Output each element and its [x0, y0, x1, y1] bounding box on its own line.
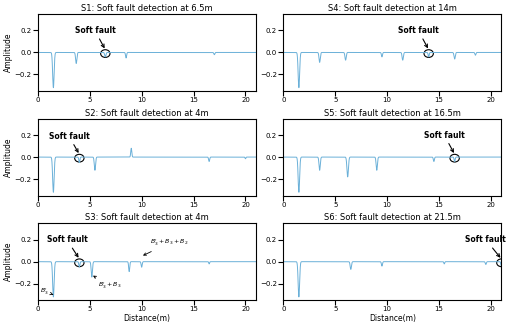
Y-axis label: Amplitude: Amplitude: [4, 242, 13, 282]
Text: Soft fault: Soft fault: [74, 26, 115, 47]
X-axis label: Distance(m): Distance(m): [369, 314, 416, 323]
Text: $B_3'$: $B_3'$: [40, 286, 53, 297]
Text: Soft fault: Soft fault: [49, 132, 89, 152]
Text: Soft fault: Soft fault: [424, 130, 465, 152]
Y-axis label: Amplitude: Amplitude: [4, 33, 13, 72]
Y-axis label: Amplitude: Amplitude: [4, 137, 13, 177]
Title: S1: Soft fault detection at 6.5m: S1: Soft fault detection at 6.5m: [81, 4, 213, 13]
Text: $B_3'+B_3$: $B_3'+B_3$: [94, 276, 122, 291]
Title: S4: Soft fault detection at 14m: S4: Soft fault detection at 14m: [328, 4, 457, 13]
Title: S2: Soft fault detection at 4m: S2: Soft fault detection at 4m: [85, 109, 209, 118]
X-axis label: Distance(m): Distance(m): [123, 314, 170, 323]
Text: Soft fault: Soft fault: [465, 235, 506, 257]
Text: Soft fault: Soft fault: [398, 26, 439, 47]
Text: Soft fault: Soft fault: [47, 235, 87, 257]
Title: S6: Soft fault detection at 21.5m: S6: Soft fault detection at 21.5m: [324, 214, 461, 222]
Title: S3: Soft fault detection at 4m: S3: Soft fault detection at 4m: [85, 214, 209, 222]
Text: $B_3'+B_3+B_2$: $B_3'+B_3+B_2$: [144, 238, 188, 255]
Title: S5: Soft fault detection at 16.5m: S5: Soft fault detection at 16.5m: [324, 109, 461, 118]
